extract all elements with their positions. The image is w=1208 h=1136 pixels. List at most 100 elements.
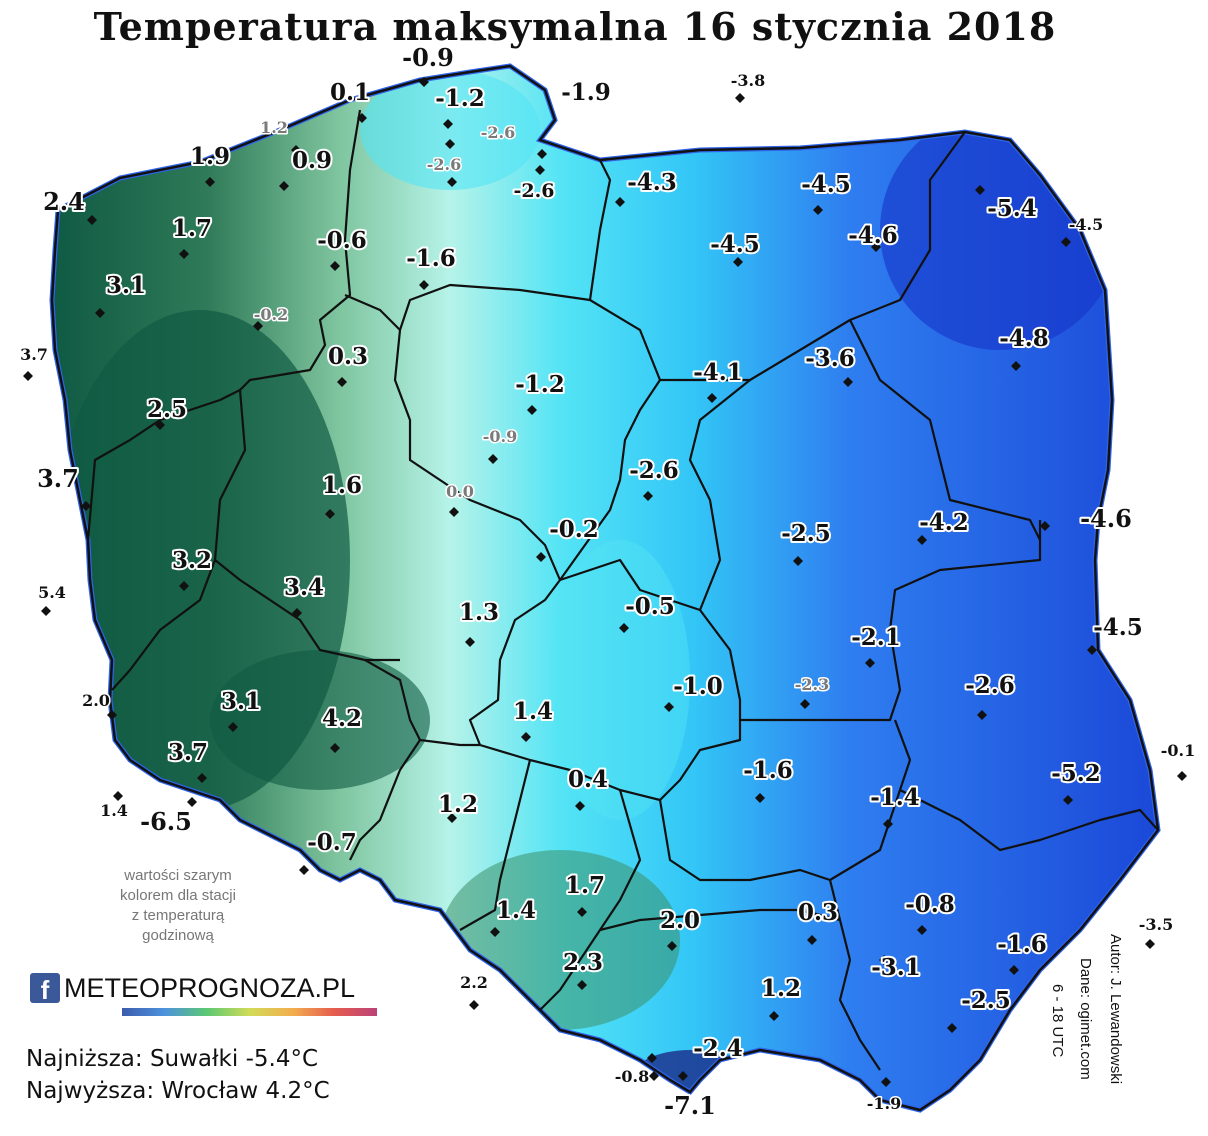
station: 1.2	[259, 117, 301, 155]
border-line	[111, 559, 217, 691]
station-value: 2.5	[147, 396, 187, 423]
station-value: 3.2	[172, 547, 212, 574]
station-marker	[253, 321, 263, 331]
station-marker	[1063, 795, 1073, 805]
station-value: -2.5	[961, 987, 1011, 1014]
border-line	[393, 329, 562, 581]
station-marker	[337, 377, 347, 387]
station-marker	[292, 608, 302, 618]
station: -1.9	[537, 77, 613, 159]
station: -2.6	[425, 154, 463, 187]
station-value: -0.1	[1161, 741, 1195, 760]
station-value: -5.4	[987, 195, 1037, 222]
station-marker	[41, 606, 51, 616]
station-marker	[155, 420, 165, 430]
station-marker	[357, 113, 367, 123]
station-marker	[95, 308, 105, 318]
station-marker	[755, 793, 765, 803]
station-value: -4.8	[999, 325, 1049, 352]
station-marker	[1040, 521, 1050, 531]
station-marker	[443, 119, 453, 129]
station-value: -1.6	[997, 931, 1047, 958]
station-value: -3.5	[1139, 915, 1173, 934]
station-marker	[330, 261, 340, 271]
station-markers: -0.9 0.1 -1.2 -1.9 -3.8 1.2 -2.6 -2.6 1.9 0.9 -2.6…	[19, 41, 1197, 1122]
facebook-icon[interactable]: f	[30, 973, 60, 1005]
station: 3.4	[282, 572, 326, 618]
station-value: -1.4	[870, 784, 920, 811]
border-line	[740, 520, 1042, 722]
border-line	[849, 319, 1041, 541]
station-value: 2.3	[563, 949, 603, 976]
station-value: -2.6	[965, 672, 1015, 699]
station: 2.3	[561, 947, 605, 990]
station-marker	[521, 732, 531, 742]
station-value: -4.3	[627, 169, 677, 196]
station-value: -2.5	[781, 520, 831, 547]
station-value: 3.1	[106, 272, 146, 299]
station-value: -4.2	[919, 509, 969, 536]
station: -1.9	[865, 1077, 903, 1115]
station: 0.3	[796, 897, 840, 945]
station-value: 3.7	[20, 345, 48, 364]
station-marker	[1009, 965, 1019, 975]
station-marker	[228, 722, 238, 732]
station-marker	[643, 491, 653, 501]
station: 3.7	[19, 344, 49, 381]
border-line	[468, 379, 661, 762]
station-marker	[536, 552, 546, 562]
station: 3.7	[166, 737, 210, 783]
station: 3.1	[219, 686, 263, 732]
station-marker	[1087, 645, 1097, 655]
station-value: 0.9	[292, 147, 332, 174]
station-value: 1.9	[190, 143, 230, 170]
station: 0.3	[326, 341, 370, 387]
station-marker	[299, 865, 309, 875]
station-marker	[947, 1023, 957, 1033]
station-value: 0.1	[330, 79, 370, 106]
station-marker	[977, 710, 987, 720]
station-marker	[490, 927, 500, 937]
station-marker	[447, 813, 457, 823]
station-marker	[1011, 361, 1021, 371]
station-marker	[197, 773, 207, 783]
station-marker	[325, 509, 335, 519]
meteoprognoza-logo[interactable]: f METEOPROGNOZA.PL	[30, 968, 355, 1008]
station-marker	[107, 710, 117, 720]
station: 2.2	[459, 972, 489, 1010]
station-marker	[807, 935, 817, 945]
station-marker	[535, 165, 545, 175]
station-value: -1.6	[743, 757, 793, 784]
station-marker	[1145, 939, 1155, 949]
station-value: 1.2	[761, 975, 801, 1002]
station-marker	[865, 658, 875, 668]
station-value: -2.6	[629, 457, 679, 484]
station-marker	[917, 925, 927, 935]
station: -3.5	[1137, 914, 1175, 949]
station: -4.6	[846, 220, 900, 252]
station-marker	[23, 371, 33, 381]
gray-values-note: wartości szarym kolorem dla stacji z tem…	[88, 866, 268, 946]
author-credit: Autor: J. Lewandowski	[1107, 934, 1124, 1085]
border-line	[899, 789, 1159, 852]
station: 3.7	[35, 462, 91, 511]
station: 1.4	[490, 895, 538, 937]
station: -2.6	[512, 165, 556, 204]
station-value: 1.2	[260, 118, 288, 137]
border-line	[213, 109, 400, 662]
station-marker	[419, 77, 429, 87]
station-marker	[733, 257, 743, 267]
station: -6.5	[138, 797, 197, 838]
station-marker	[649, 1071, 659, 1081]
station-marker	[813, 205, 823, 215]
station-value: -0.6	[317, 227, 367, 254]
station-value: 1.4	[513, 698, 553, 725]
station: -2.4	[647, 1033, 745, 1064]
station-value: -5.2	[1051, 760, 1101, 787]
station-value: 2.4	[43, 187, 85, 216]
border-line	[599, 908, 841, 932]
station-value: -0.8	[615, 1067, 649, 1086]
station: -4.3	[615, 167, 679, 207]
station: 1.9	[188, 141, 232, 187]
station: 1.7	[170, 213, 214, 259]
